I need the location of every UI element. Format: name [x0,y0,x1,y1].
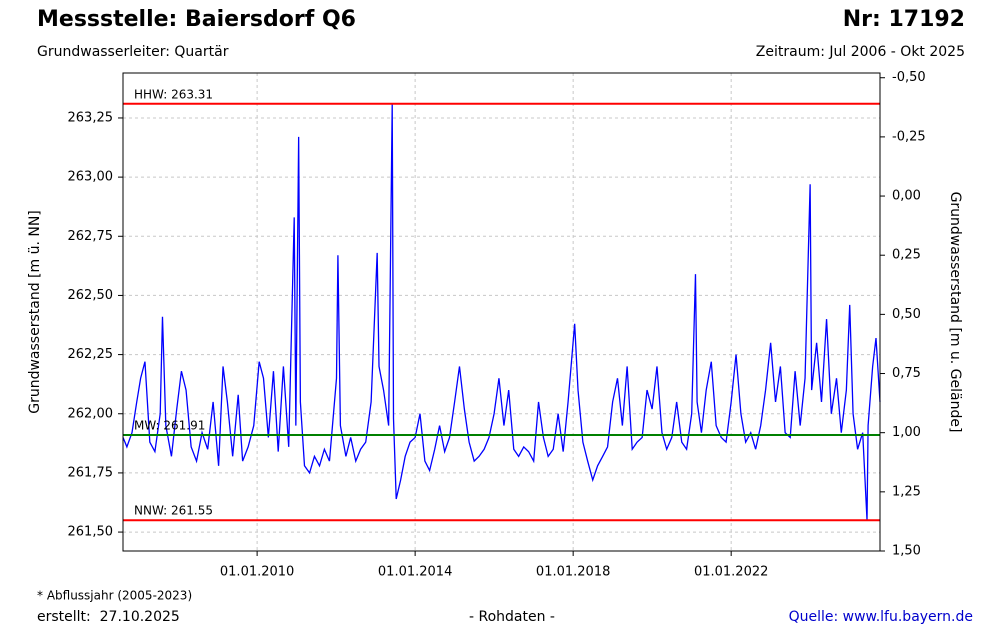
created-date: erstellt: 27.10.2025 [37,609,180,625]
y-tick-label: 262,25 [68,347,114,362]
y2-tick-label: 0,75 [892,366,921,381]
y-tick-label: 261,75 [68,465,114,480]
subtitle: Grundwasserleiter: Quartär [37,44,229,60]
data-line [122,103,881,521]
y-tick-label: 262,00 [68,406,114,421]
y2-tick-label: -0,50 [892,70,926,85]
x-tick-label: 01.01.2022 [694,565,768,580]
y-tick-label: 263,25 [68,110,114,125]
reference-label: MW: 261.91 [134,419,205,433]
source[interactable]: Quelle: www.lfu.bayern.de [789,609,973,625]
y-tick-label: 261,50 [68,525,114,540]
y2-tick-label: 1,50 [892,544,921,559]
y2-tick-label: -0,25 [892,129,926,144]
footnote: * Abflussjahr (2005-2023) [37,589,192,603]
y2-tick-label: 1,25 [892,484,921,499]
y-tick-label: 262,75 [68,229,114,244]
period: Zeitraum: Jul 2006 - Okt 2025 [756,44,965,60]
y2-tick-label: 1,00 [892,425,921,440]
plot-background [123,73,880,551]
y-axis-label: Grundwasserstand [m ü. NN] [27,210,43,414]
y2-tick-label: 0,25 [892,248,921,263]
reference-label: NNW: 261.55 [134,504,213,518]
data-note: - Rohdaten - [469,609,555,625]
y-tick-label: 263,00 [68,170,114,185]
x-tick-label: 01.01.2010 [220,565,294,580]
plot-frame [122,72,881,552]
x-tick-label: 01.01.2018 [536,565,610,580]
y2-tick-label: 0,50 [892,307,921,322]
y2-tick-label: 0,00 [892,189,921,204]
chart-title: Messstelle: Baiersdorf Q6 [37,7,356,32]
reference-label: HHW: 263.31 [134,87,213,101]
x-tick-label: 01.01.2014 [378,565,452,580]
y-tick-label: 262,50 [68,288,114,303]
station-number: Nr: 17192 [843,7,965,32]
y2-axis-label: Grundwasserstand [m u. Gelände] [947,192,963,433]
